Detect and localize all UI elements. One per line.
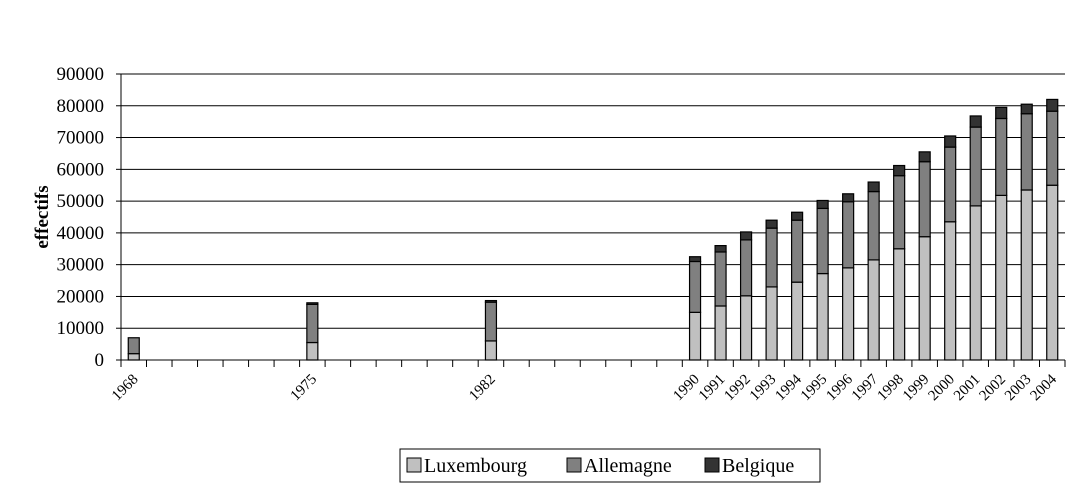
grid-lines xyxy=(121,73,1065,329)
x-tick-labels: 1968 1975 1982 1990199119921993199419951996… xyxy=(109,371,1060,404)
bar-allemagne-2004 xyxy=(1046,110,1059,186)
bar-allemagne-1994 xyxy=(791,219,804,283)
y-tick-label: 40000 xyxy=(57,223,105,244)
x-tick-label: 1997 xyxy=(849,371,882,404)
bar-luxembourg-1994 xyxy=(791,281,804,361)
axes xyxy=(116,73,1066,367)
y-tick-label: 50000 xyxy=(57,191,105,212)
bar-allemagne-1995 xyxy=(816,207,829,275)
bar-belgique-1982 xyxy=(484,299,498,303)
bar-belgique-1997 xyxy=(867,181,880,193)
bar-allemagne-2000 xyxy=(944,146,957,223)
x-tick-label: 2002 xyxy=(977,372,1010,405)
bar-luxembourg-2002 xyxy=(995,194,1008,361)
bar-allemagne-2003 xyxy=(1020,113,1033,191)
bar-luxembourg-1982 xyxy=(484,340,498,361)
bar-allemagne-1982 xyxy=(484,301,498,342)
bar-allemagne-1990 xyxy=(688,260,702,313)
bar-luxembourg-2003 xyxy=(1020,189,1033,361)
bar-allemagne-1996 xyxy=(842,201,855,269)
legend-swatch-belgique xyxy=(704,457,720,473)
x-tick-label: 2001 xyxy=(951,372,984,405)
bar-belgique-1990 xyxy=(688,256,702,263)
bar-marks xyxy=(127,98,1059,361)
x-tick-label: 2004 xyxy=(1028,371,1061,404)
x-tick-label: 1995 xyxy=(798,372,831,405)
bar-belgique-1995 xyxy=(816,199,829,210)
x-tick-label: 1998 xyxy=(874,372,907,405)
bar-luxembourg-1998 xyxy=(893,248,906,361)
bar-luxembourg-2004 xyxy=(1046,184,1059,361)
x-tick-label: 2003 xyxy=(1002,372,1035,405)
bar-allemagne-1993 xyxy=(765,227,778,288)
bar-allemagne-1992 xyxy=(739,239,753,297)
y-tick-label: 80000 xyxy=(57,96,105,117)
bar-luxembourg-1990 xyxy=(688,311,702,361)
x-tick-label: 1996 xyxy=(823,371,856,404)
x-tick-label: 1999 xyxy=(900,372,933,405)
bar-luxembourg-1997 xyxy=(867,259,880,361)
bar-luxembourg-1993 xyxy=(765,286,778,361)
x-tick-label: 2000 xyxy=(925,372,958,405)
bar-luxembourg-1996 xyxy=(842,267,855,361)
y-tick-label: 30000 xyxy=(57,255,105,276)
legend-label-luxembourg: Luxembourg xyxy=(424,455,527,477)
x-tick-label: 1968 xyxy=(109,372,142,405)
y-tick-label: 20000 xyxy=(57,286,105,307)
bar-allemagne-1975 xyxy=(306,303,319,344)
bar-belgique-2000 xyxy=(944,135,957,148)
bar-belgique-2004 xyxy=(1046,98,1059,112)
x-tick-label: 1990 xyxy=(670,372,703,405)
bar-luxembourg-2001 xyxy=(969,205,982,361)
bar-allemagne-1999 xyxy=(918,161,931,238)
bar-belgique-1999 xyxy=(918,151,931,163)
y-tick-label: 90000 xyxy=(57,64,105,85)
legend-label-belgique: Belgique xyxy=(722,455,794,477)
bar-belgique-1996 xyxy=(842,193,855,203)
y-tick-label: 70000 xyxy=(57,128,105,149)
bar-allemagne-1997 xyxy=(867,190,880,261)
bar-allemagne-2001 xyxy=(969,126,982,207)
bar-allemagne-2002 xyxy=(995,117,1008,196)
bar-luxembourg-1991 xyxy=(714,305,727,361)
bar-belgique-1998 xyxy=(893,164,906,177)
bar-belgique-2003 xyxy=(1020,103,1033,115)
bar-belgique-1991 xyxy=(714,245,727,253)
x-tick-label: 1994 xyxy=(772,371,805,404)
legend-swatch-allemagne xyxy=(566,457,582,473)
bar-luxembourg-2000 xyxy=(944,221,957,361)
bar-allemagne-1998 xyxy=(893,175,906,250)
bar-luxembourg-1999 xyxy=(918,236,931,361)
bar-luxembourg-1992 xyxy=(739,295,753,361)
bar-belgique-1992 xyxy=(739,231,753,241)
y-axis-title: effectifs xyxy=(32,185,53,248)
bar-belgique-1994 xyxy=(791,211,804,221)
y-tick-labels: 0 10000 20000 30000 40000 50000 60000 70000 8000… xyxy=(57,64,105,371)
legend-swatch-luxembourg xyxy=(406,457,422,473)
bar-allemagne-1991 xyxy=(714,251,727,307)
x-tick-label: 1982 xyxy=(466,372,499,405)
bar-allemagne-1968 xyxy=(127,337,140,355)
y-tick-label: 0 xyxy=(95,350,105,371)
bar-belgique-1993 xyxy=(765,219,778,229)
bar-luxembourg-1995 xyxy=(816,272,829,361)
bar-luxembourg-1968 xyxy=(127,353,140,361)
x-tick-label: 1992 xyxy=(721,372,754,405)
bar-luxembourg-1975 xyxy=(306,341,319,361)
x-tick-label: 1993 xyxy=(747,372,780,405)
bar-belgique-1975 xyxy=(306,302,319,305)
bar-belgique-2001 xyxy=(969,115,982,128)
legend-frame xyxy=(399,448,821,483)
y-tick-label: 60000 xyxy=(57,159,105,180)
x-tick-label: 1991 xyxy=(696,372,729,405)
legend-label-allemagne: Allemagne xyxy=(584,455,672,477)
x-tick-label: 1975 xyxy=(288,372,321,405)
legend: Luxembourg Allemagne Belgique xyxy=(399,448,821,483)
y-tick-label: 10000 xyxy=(57,318,105,339)
bar-belgique-2002 xyxy=(995,106,1008,120)
